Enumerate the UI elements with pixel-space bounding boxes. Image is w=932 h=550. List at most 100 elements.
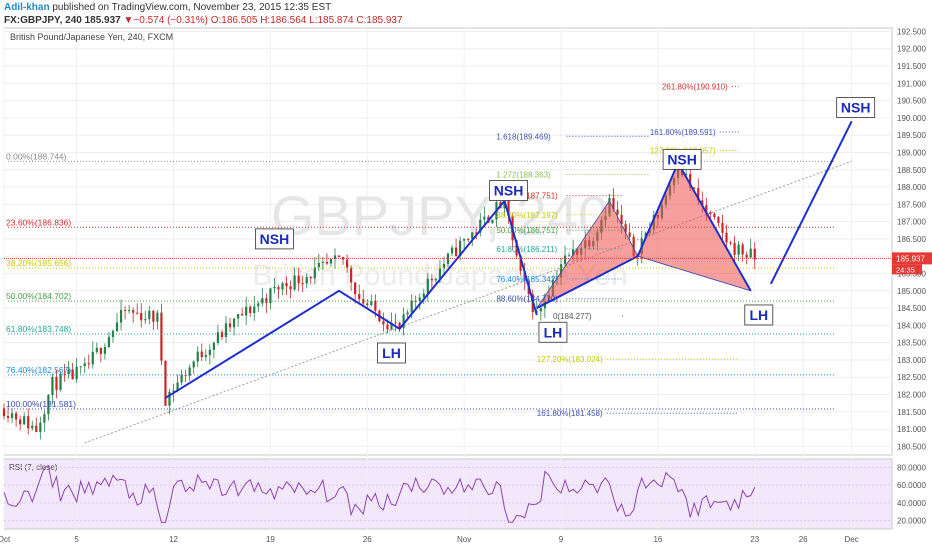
- candle-body: [753, 248, 756, 260]
- countdown-label: 24:35: [896, 265, 915, 274]
- time-tick-label: 23: [750, 535, 759, 544]
- candle-body: [721, 222, 724, 233]
- candle-body: [358, 294, 361, 300]
- candle-body: [414, 300, 417, 302]
- candle-body: [394, 322, 397, 324]
- candle-body: [362, 299, 365, 304]
- candle-body: [281, 283, 284, 290]
- candle-body: [313, 267, 316, 279]
- time-tick-label: 9: [559, 535, 564, 544]
- price-tick-label: 191.000: [897, 79, 926, 88]
- candle-body: [297, 275, 300, 284]
- candle-body: [337, 255, 341, 258]
- candle-body: [67, 369, 70, 375]
- candle-body: [39, 422, 42, 433]
- candle-body: [75, 366, 78, 380]
- candle-body: [729, 242, 732, 244]
- candle-body: [620, 214, 623, 225]
- candle-body: [450, 247, 454, 254]
- candle-body: [236, 314, 240, 319]
- candle-body: [164, 360, 167, 406]
- candle-body: [354, 282, 357, 295]
- price-tick-label: 183.000: [897, 356, 926, 365]
- candle-body: [567, 255, 571, 257]
- candle-body: [232, 318, 236, 328]
- candle-body: [507, 193, 510, 216]
- author-link[interactable]: Adil-khan: [4, 2, 50, 13]
- candle-body: [148, 310, 151, 320]
- candle-body: [293, 275, 296, 290]
- projection-level-label: 61.80%(186.211): [496, 245, 557, 254]
- price-tick-label: 180.500: [897, 442, 926, 451]
- candle-body: [612, 198, 615, 210]
- time-tick-label: Dec: [845, 535, 859, 544]
- last-price: 185.937: [84, 15, 121, 26]
- time-tick-label: 26: [799, 535, 808, 544]
- candle-body: [685, 174, 688, 176]
- price-change: ▼−0.574 (−0.31%): [123, 15, 208, 26]
- rsi-tick-label: 20.0000: [897, 517, 926, 526]
- candle-body: [325, 261, 329, 264]
- candle-body: [458, 240, 462, 256]
- swing-trend-line: [164, 198, 538, 399]
- candle-body: [99, 347, 102, 354]
- candle-body: [386, 324, 389, 330]
- candle-body: [140, 313, 143, 321]
- candle-body: [717, 217, 720, 223]
- candle-body: [59, 373, 62, 390]
- candle-body: [701, 200, 704, 206]
- candle-body: [366, 303, 369, 306]
- swing-label-text: NSH: [667, 151, 697, 167]
- symbol-label[interactable]: FX:GBPJPY, 240: [4, 15, 82, 26]
- candle-body: [136, 312, 139, 314]
- candle-body: [454, 247, 458, 256]
- candle-body: [285, 283, 288, 287]
- projection-level-label: 161.80%(189.591): [650, 128, 716, 137]
- projection-level-label: 127.20%(183.024): [537, 355, 603, 364]
- swing-label-box: [744, 304, 774, 326]
- candle-body: [31, 425, 34, 429]
- candle-body: [23, 416, 26, 425]
- candle-body: [249, 306, 252, 314]
- time-tick-label: Nov: [457, 535, 471, 544]
- candle-body: [212, 342, 216, 350]
- candle-body: [345, 259, 349, 268]
- candle-body: [467, 238, 470, 240]
- candle-body: [71, 369, 74, 380]
- candle-body: [228, 323, 232, 328]
- candle-body: [87, 363, 90, 365]
- candle-body: [749, 248, 752, 258]
- last-price-tag: [892, 252, 932, 265]
- rsi-tick-label: 60.0000: [897, 481, 926, 490]
- candle-body: [733, 242, 736, 255]
- swing-trend-line: [770, 120, 853, 285]
- candle-body: [204, 355, 207, 358]
- rsi-tick-label: 40.0000: [897, 499, 926, 508]
- candle-body: [35, 425, 38, 433]
- quote-line: FX:GBPJPY, 240 185.937 ▼−0.574 (−0.31%) …: [4, 15, 403, 26]
- candle-body: [273, 286, 276, 289]
- candle-body: [309, 277, 312, 279]
- candle-body: [14, 413, 18, 420]
- swing-label-text: LH: [544, 324, 563, 340]
- candle-body: [95, 347, 98, 352]
- price-tick-label: 185.000: [897, 287, 926, 296]
- projection-level-label: 38.20%(187.197): [496, 211, 558, 220]
- candle-body: [257, 303, 260, 307]
- swing-label-text: LH: [382, 345, 401, 361]
- candle-body: [390, 322, 393, 330]
- candle-body: [410, 300, 413, 313]
- candle-body: [563, 255, 567, 265]
- candle-body: [115, 322, 119, 332]
- candle-body: [519, 255, 522, 271]
- watermark-symbol: GBPJPY, 240: [271, 184, 609, 247]
- price-tick-label: 192.000: [897, 45, 926, 54]
- support-trendline: [84, 160, 852, 444]
- candle-body: [216, 332, 220, 343]
- chart-title: British Pound/Japanese Yen, 240, FXCM: [10, 32, 173, 42]
- candle-body: [693, 187, 696, 189]
- swing-label-box: [538, 321, 568, 343]
- candle-body: [370, 300, 373, 306]
- publish-info: published on TradingView.com, November 2…: [52, 2, 332, 13]
